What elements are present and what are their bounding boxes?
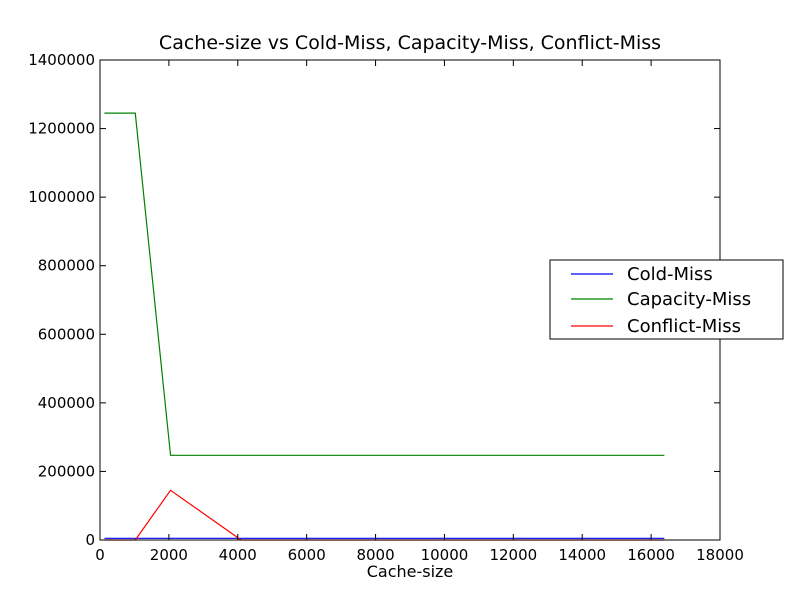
x-tick-label: 2000: [150, 546, 188, 564]
legend-label-cold-miss: Cold-Miss: [627, 264, 713, 285]
y-tick-label: 200000: [38, 462, 95, 480]
series-line-capacity-miss: [104, 112, 665, 456]
y-tick-label: 800000: [38, 257, 95, 275]
y-tick-label: 1200000: [28, 120, 95, 138]
x-tick-label: 8000: [356, 546, 394, 564]
y-tick-label: 600000: [38, 325, 95, 343]
x-axis-label: Cache-size: [367, 562, 454, 581]
x-tick-label: 12000: [489, 546, 537, 564]
y-tick-label: 400000: [38, 394, 95, 412]
x-tick-label: 0: [95, 546, 105, 564]
legend-label-conflict-miss: Conflict-Miss: [627, 316, 741, 337]
y-tick-label: 1400000: [28, 51, 95, 69]
legend: Cold-Miss Capacity-Miss Conflict-Miss: [549, 259, 784, 340]
y-axis-ticks: 0 200000 400000 600000 800000 1000000 1200000 1…: [28, 51, 720, 549]
x-tick-label: 6000: [288, 546, 326, 564]
x-axis-ticks: 0 2000 4000 6000 8000 10000 12000 14000 16000 180…: [95, 60, 744, 564]
x-tick-label: 18000: [696, 546, 744, 564]
x-tick-label: 14000: [558, 546, 606, 564]
legend-label-capacity-miss: Capacity-Miss: [627, 289, 751, 310]
y-tick-label: 1000000: [28, 188, 95, 206]
x-tick-label: 4000: [219, 546, 257, 564]
chart-title: Cache-size vs Cold-Miss, Capacity-Miss, …: [159, 32, 661, 54]
x-tick-label: 16000: [627, 546, 675, 564]
y-tick-label: 0: [85, 531, 95, 549]
x-tick-label: 10000: [421, 546, 469, 564]
